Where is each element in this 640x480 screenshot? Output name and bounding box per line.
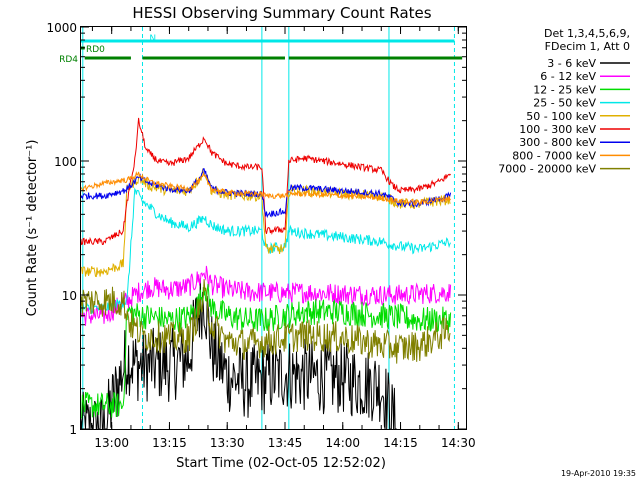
flag-label: RD4	[59, 55, 78, 65]
data-series	[81, 117, 452, 429]
legend-label: 50 - 100 keV	[526, 110, 596, 123]
series-line	[81, 167, 451, 278]
y-axis-label: Count Rate (s⁻¹ detector⁻¹)	[25, 140, 40, 317]
chart-title: HESSI Observing Summary Count Rates	[132, 4, 431, 22]
y-tick-label: 100	[54, 155, 77, 169]
series-line	[81, 265, 452, 326]
x-tick-label: 14:15	[383, 436, 418, 450]
flag-label: N	[149, 34, 156, 44]
x-tick-label: 14:30	[441, 436, 476, 450]
footer-timestamp: 19-Apr-2010 19:35	[561, 469, 636, 478]
y-tick-label: 10	[62, 289, 77, 303]
legend-header-1: Det 1,3,4,5,6,9,	[544, 27, 630, 40]
legend-label: 100 - 300 keV	[519, 123, 596, 136]
plot-frame	[80, 26, 467, 430]
x-tick-label: 13:45	[268, 436, 303, 450]
x-tick-label: 13:00	[94, 436, 129, 450]
x-tick-label: 13:15	[152, 436, 187, 450]
y-axis-ticks: 1 10 100 1000	[46, 21, 466, 437]
series-line	[81, 117, 451, 246]
series-line	[81, 278, 397, 429]
legend-label: 3 - 6 keV	[547, 57, 596, 70]
legend-label: 25 - 50 keV	[533, 97, 596, 110]
legend: Det 1,3,4,5,6,9, FDecim 1, Att 0 3 - 6 k…	[498, 27, 630, 176]
legend-label: 7000 - 20000 keV	[498, 163, 596, 176]
legend-label: 12 - 25 keV	[533, 83, 596, 96]
x-axis-ticks: 13:00 13:15 13:30 13:45 14:00 14:15 14:30	[91, 27, 476, 450]
series-line	[81, 283, 452, 419]
legend-header-2: FDecim 1, Att 0	[545, 40, 630, 53]
x-tick-label: 14:00	[325, 436, 360, 450]
y-tick-label: 1	[69, 423, 77, 437]
legend-label: 6 - 12 keV	[540, 70, 596, 83]
legend-label: 300 - 800 keV	[519, 136, 596, 149]
legend-label: 800 - 7000 keV	[512, 149, 596, 162]
flag-label: RD0	[86, 45, 105, 55]
flag-bars: N RD0 RD4	[59, 34, 463, 65]
series-line	[81, 171, 451, 207]
series-line	[81, 279, 451, 364]
x-tick-label: 13:30	[210, 436, 245, 450]
x-axis-label: Start Time (02-Oct-05 12:52:02)	[176, 456, 386, 471]
y-tick-label: 1000	[46, 21, 77, 35]
